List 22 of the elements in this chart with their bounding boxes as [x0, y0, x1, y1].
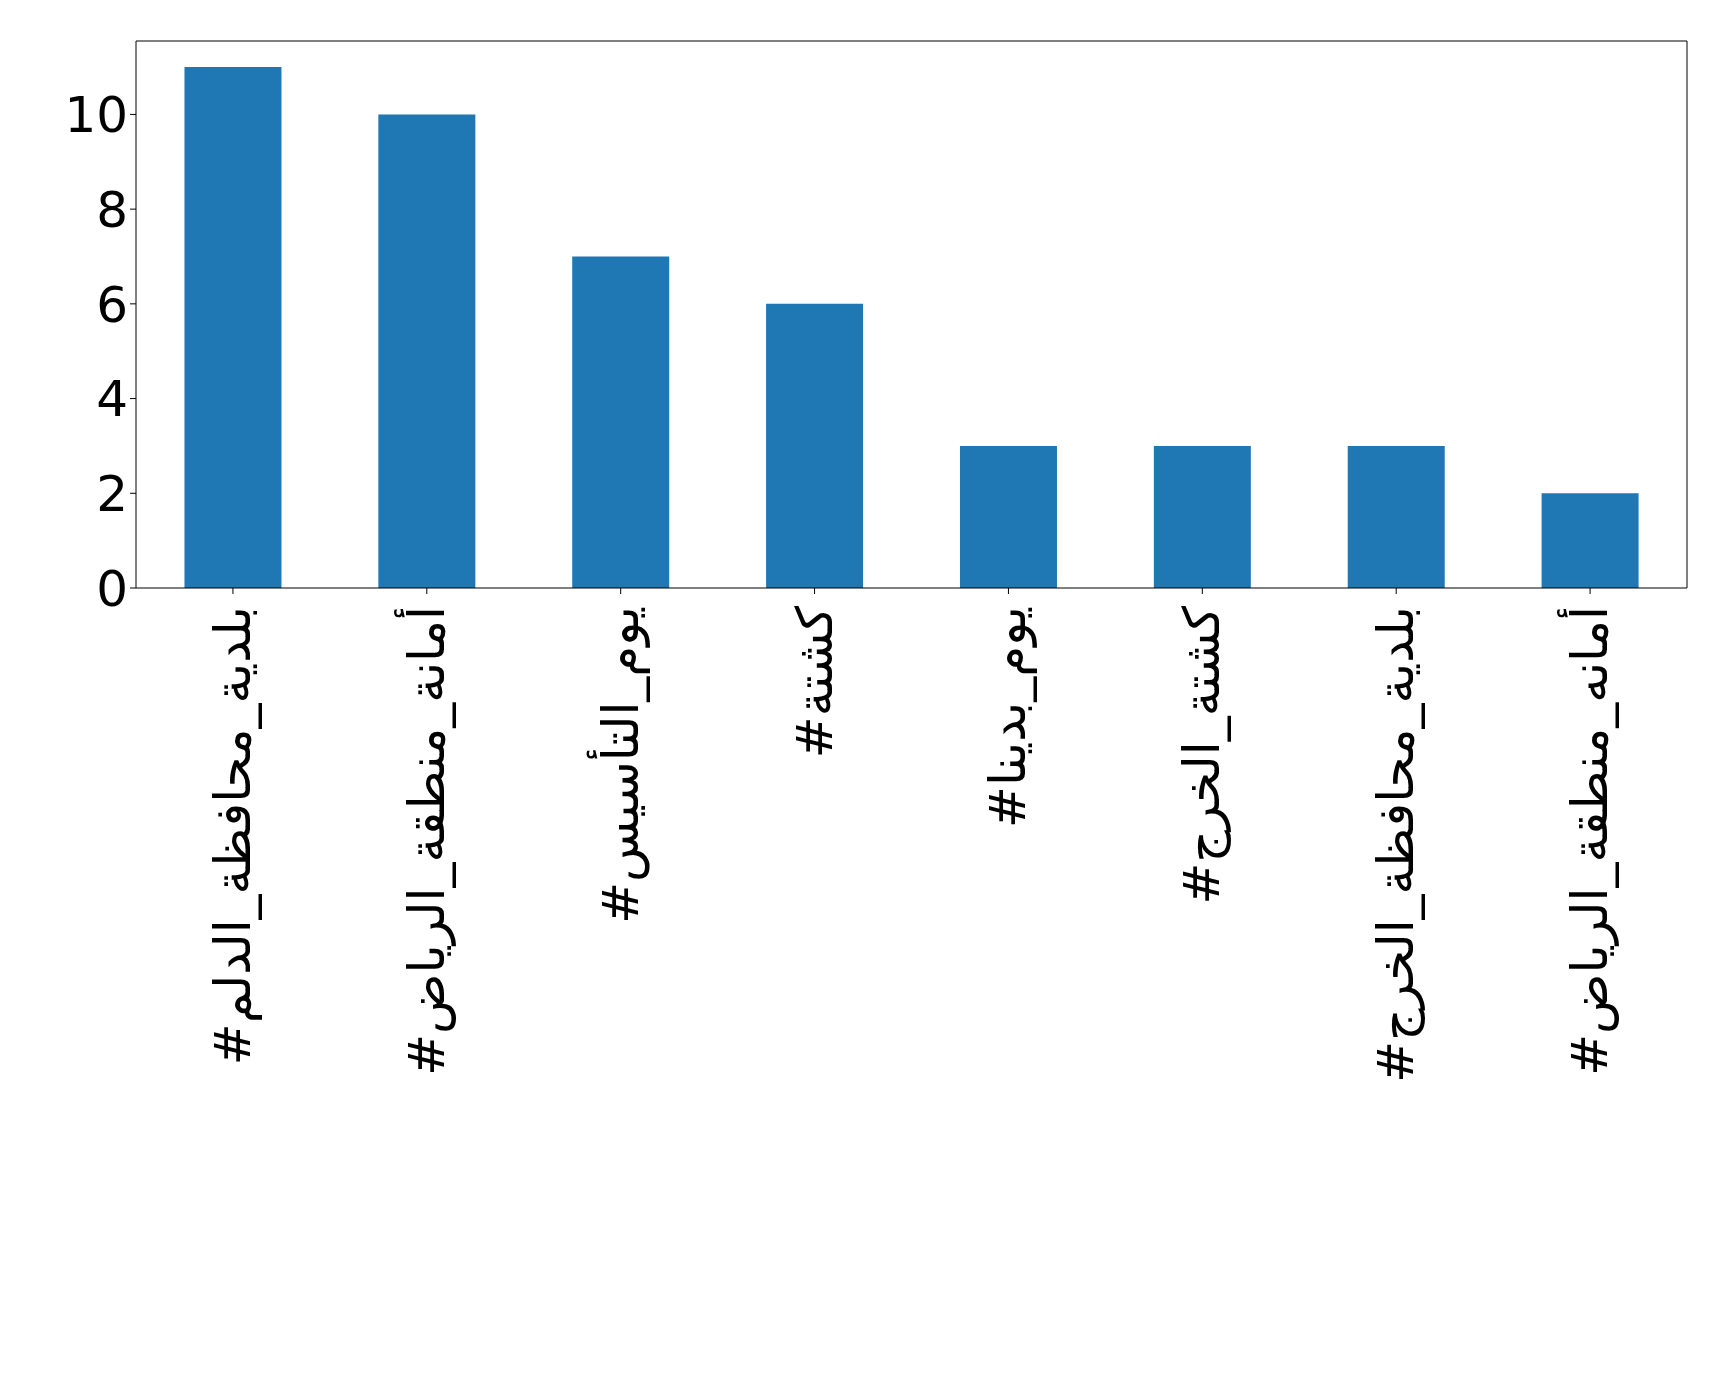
bar — [378, 114, 476, 588]
bar — [1347, 445, 1445, 588]
bar — [959, 445, 1057, 588]
x-tick-label: #يوم_التأسيس — [585, 606, 650, 924]
x-tick-label: #بلدية_محافظة_الدلم — [203, 606, 262, 1066]
y-tick-label: 2 — [96, 465, 128, 524]
x-tick-label: #يوم_بدينا — [979, 606, 1038, 829]
bar — [572, 256, 670, 588]
bar — [1541, 493, 1639, 588]
y-tick-label: 0 — [96, 559, 128, 618]
x-tick-label: #أمانة_منطقة_الرياض — [393, 606, 456, 1076]
x-tick-label: #بلدية_محافظة_الخرج — [1367, 606, 1426, 1083]
y-tick-label: 10 — [64, 86, 128, 145]
y-tick-label: 8 — [96, 180, 128, 239]
y-tick-label: 6 — [96, 275, 128, 334]
bar — [1153, 445, 1251, 588]
bar — [184, 67, 282, 588]
x-tick-label: #أمانه_منطقة_الرياض — [1557, 606, 1620, 1076]
x-tick-label: #كشتة_الخرج — [1173, 605, 1232, 905]
y-tick-label: 4 — [96, 370, 128, 429]
x-tick-label: #كشتة — [785, 605, 844, 759]
bar — [766, 303, 864, 588]
